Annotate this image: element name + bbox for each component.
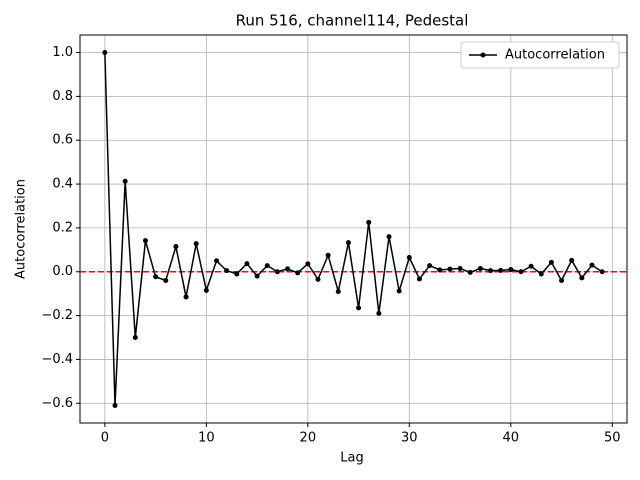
- chart-title: Run 516, channel114, Pedestal: [236, 12, 469, 30]
- series-line: [104, 52, 603, 406]
- point: [264, 263, 270, 269]
- point: [244, 261, 250, 267]
- point: [518, 269, 524, 275]
- point: [122, 178, 128, 184]
- plot-frame: [79, 34, 628, 424]
- point: [163, 278, 169, 284]
- y-tick-label: −0.6: [41, 396, 73, 411]
- point: [203, 287, 209, 293]
- legend-box: [460, 41, 620, 69]
- y-tick-label: 0.2: [52, 220, 73, 235]
- point: [193, 241, 199, 247]
- y-tick-label: 0.8: [52, 89, 73, 104]
- y-tick-label: 0.6: [52, 133, 73, 148]
- legend-label: Autocorrelation: [505, 48, 605, 63]
- point: [548, 259, 554, 265]
- point: [599, 269, 605, 275]
- point: [102, 50, 108, 56]
- y-tick-label: 0.4: [52, 177, 73, 192]
- point: [396, 288, 402, 294]
- point: [295, 270, 301, 276]
- point: [559, 278, 565, 284]
- legend-marker: [480, 52, 486, 58]
- x-tick-label: 50: [604, 431, 621, 446]
- point: [285, 266, 291, 272]
- point: [305, 261, 311, 267]
- point: [427, 263, 433, 269]
- point: [366, 219, 372, 225]
- point: [528, 263, 534, 269]
- point: [457, 265, 463, 271]
- y-tick-label: 1.0: [52, 45, 73, 60]
- y-tick-label: 0.0: [52, 264, 73, 279]
- x-tick-label: 40: [503, 431, 520, 446]
- point: [477, 265, 483, 271]
- point: [498, 267, 504, 273]
- point: [579, 275, 585, 281]
- point: [224, 268, 230, 274]
- point: [376, 310, 382, 316]
- point: [437, 267, 443, 273]
- point: [508, 267, 514, 273]
- point: [406, 254, 412, 260]
- point: [447, 266, 453, 272]
- y-tick-label: −0.2: [41, 308, 73, 323]
- point: [213, 258, 219, 264]
- point: [467, 269, 473, 275]
- x-tick-label: 20: [300, 431, 317, 446]
- y-axis-label: Autocorrelation: [14, 179, 29, 279]
- x-tick-label: 10: [198, 431, 215, 446]
- point: [153, 274, 159, 280]
- x-tick-label: 0: [101, 431, 109, 446]
- point: [315, 276, 321, 282]
- point: [345, 240, 351, 246]
- y-tick-label: −0.4: [41, 352, 73, 367]
- point: [234, 271, 240, 277]
- point: [132, 335, 138, 341]
- x-tick-label: 30: [401, 431, 418, 446]
- point: [274, 269, 280, 275]
- point: [335, 288, 341, 294]
- point: [416, 276, 422, 282]
- point: [569, 257, 575, 263]
- point: [183, 294, 189, 300]
- point: [254, 273, 260, 279]
- point: [538, 271, 544, 277]
- point: [386, 234, 392, 240]
- point: [173, 244, 179, 250]
- point: [589, 262, 595, 268]
- point: [325, 252, 331, 258]
- point: [488, 268, 494, 274]
- point: [142, 238, 148, 244]
- x-axis-label: Lag: [340, 451, 363, 466]
- point: [356, 305, 362, 311]
- point: [112, 402, 118, 408]
